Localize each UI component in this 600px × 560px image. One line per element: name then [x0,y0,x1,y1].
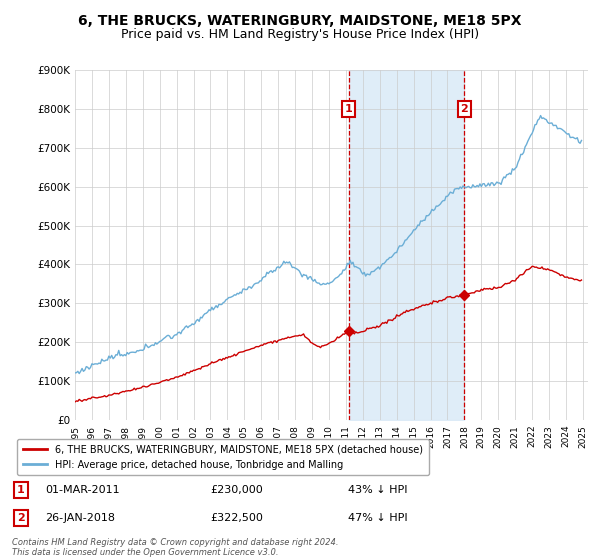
Text: 01-MAR-2011: 01-MAR-2011 [45,485,119,495]
Text: 6, THE BRUCKS, WATERINGBURY, MAIDSTONE, ME18 5PX: 6, THE BRUCKS, WATERINGBURY, MAIDSTONE, … [78,14,522,28]
Text: £322,500: £322,500 [210,513,263,523]
Legend: 6, THE BRUCKS, WATERINGBURY, MAIDSTONE, ME18 5PX (detached house), HPI: Average : 6, THE BRUCKS, WATERINGBURY, MAIDSTONE, … [17,439,428,475]
Text: 26-JAN-2018: 26-JAN-2018 [45,513,115,523]
Text: 2: 2 [17,513,25,523]
Text: Price paid vs. HM Land Registry's House Price Index (HPI): Price paid vs. HM Land Registry's House … [121,28,479,41]
Text: 43% ↓ HPI: 43% ↓ HPI [348,485,407,495]
Text: 2: 2 [461,104,468,114]
Text: Contains HM Land Registry data © Crown copyright and database right 2024.
This d: Contains HM Land Registry data © Crown c… [12,538,338,557]
Text: 47% ↓ HPI: 47% ↓ HPI [348,513,407,523]
Text: £230,000: £230,000 [210,485,263,495]
Text: 1: 1 [345,104,353,114]
Text: 1: 1 [17,485,25,495]
